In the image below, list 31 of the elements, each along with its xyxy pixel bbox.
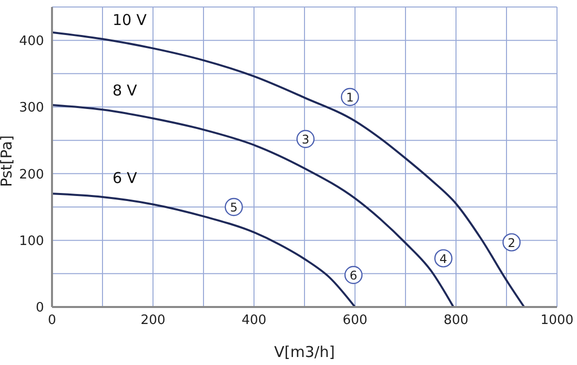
x-tick-label: 400 (242, 313, 266, 328)
x-tick-label: 0 (48, 313, 56, 328)
series-label: 6 V (112, 169, 138, 187)
y-axis-title: Pst[Pa] (0, 135, 16, 187)
x-tick-label: 600 (342, 313, 368, 328)
annotation: 6 (350, 268, 358, 282)
line-series (52, 192, 356, 307)
circled-number: 4 (434, 249, 452, 268)
annotation: 5 (230, 200, 238, 214)
x-tick-label: 200 (140, 313, 166, 328)
circled-number: 1 (340, 88, 360, 106)
circled-number: 2 (502, 233, 521, 252)
x-axis-title: V[m3/h] (274, 343, 335, 361)
y-tick-label: 100 (19, 234, 44, 249)
annotation: 3 (302, 132, 310, 146)
x-tick-label: 1000 (540, 313, 574, 328)
y-tick-label: 200 (19, 167, 44, 182)
circled-number: 3 (296, 130, 315, 148)
line-series (52, 104, 454, 307)
y-tick-label: 0 (36, 300, 44, 316)
y-tick-label: 400 (19, 34, 44, 49)
annotation: 2 (508, 236, 516, 250)
circled-number: 6 (344, 266, 363, 284)
series-label: 8 V (112, 82, 138, 100)
circled-number: 5 (224, 198, 243, 216)
annotation: 1 (346, 90, 354, 104)
annotation: 4 (440, 252, 448, 266)
series-label: 10 V (112, 11, 148, 29)
line-series (52, 31, 526, 307)
x-tick-label: 800 (444, 313, 468, 328)
y-tick-label: 300 (19, 100, 44, 116)
